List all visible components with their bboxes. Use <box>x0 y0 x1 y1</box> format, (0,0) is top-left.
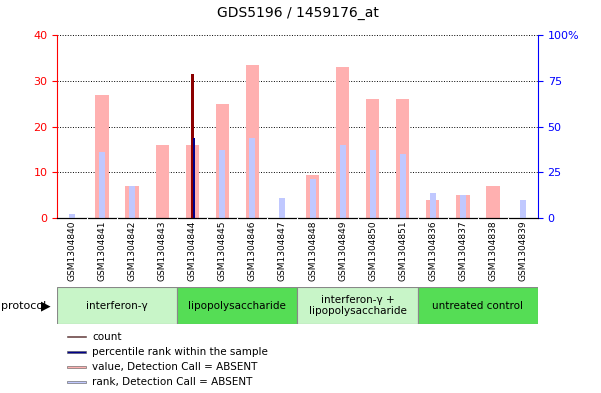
Text: interferon-γ: interferon-γ <box>87 301 148 310</box>
Bar <box>297 287 418 324</box>
Text: GSM1304844: GSM1304844 <box>188 220 197 281</box>
Text: count: count <box>92 332 121 342</box>
Text: value, Detection Call = ABSENT: value, Detection Call = ABSENT <box>92 362 257 372</box>
Text: GSM1304843: GSM1304843 <box>158 220 166 281</box>
Text: interferon-γ +
lipopolysaccharide: interferon-γ + lipopolysaccharide <box>309 295 406 316</box>
Bar <box>279 198 285 218</box>
Text: rank, Detection Call = ABSENT: rank, Detection Call = ABSENT <box>92 377 252 387</box>
Bar <box>186 145 199 218</box>
Text: protocol: protocol <box>1 301 46 310</box>
Bar <box>156 145 169 218</box>
Bar <box>246 65 259 218</box>
Text: GSM1304850: GSM1304850 <box>368 220 377 281</box>
Bar <box>456 195 469 218</box>
Bar <box>67 336 86 338</box>
Bar <box>306 175 319 218</box>
Bar <box>366 99 379 218</box>
Bar <box>396 99 409 218</box>
Bar <box>249 138 255 218</box>
Bar <box>460 195 466 218</box>
Bar <box>96 95 109 218</box>
Bar <box>67 381 86 383</box>
Text: GSM1304836: GSM1304836 <box>429 220 437 281</box>
Text: percentile rank within the sample: percentile rank within the sample <box>92 347 268 357</box>
Bar <box>336 67 349 218</box>
Text: lipopolysaccharide: lipopolysaccharide <box>189 301 286 310</box>
Bar <box>219 150 225 218</box>
Bar <box>520 200 526 218</box>
Bar <box>400 154 406 218</box>
Bar <box>191 74 194 218</box>
Text: GSM1304847: GSM1304847 <box>278 220 287 281</box>
Bar <box>67 366 86 368</box>
Bar <box>69 213 75 218</box>
Text: GSM1304837: GSM1304837 <box>459 220 467 281</box>
Bar <box>340 145 346 218</box>
Text: GSM1304839: GSM1304839 <box>519 220 527 281</box>
Text: GSM1304848: GSM1304848 <box>308 220 317 281</box>
Text: GSM1304845: GSM1304845 <box>218 220 227 281</box>
Text: ▶: ▶ <box>41 299 50 312</box>
Text: GDS5196 / 1459176_at: GDS5196 / 1459176_at <box>216 6 379 20</box>
Text: GSM1304849: GSM1304849 <box>338 220 347 281</box>
Text: untreated control: untreated control <box>432 301 523 310</box>
Bar <box>486 186 499 218</box>
Bar <box>310 179 316 218</box>
Text: GSM1304838: GSM1304838 <box>489 220 497 281</box>
Bar <box>418 287 538 324</box>
Bar <box>67 351 86 353</box>
Bar <box>370 150 376 218</box>
Bar <box>426 200 439 218</box>
Bar <box>99 152 105 218</box>
Text: GSM1304840: GSM1304840 <box>68 220 76 281</box>
Bar <box>57 287 177 324</box>
Text: GSM1304846: GSM1304846 <box>248 220 257 281</box>
Text: GSM1304841: GSM1304841 <box>98 220 106 281</box>
Bar <box>216 104 229 218</box>
Text: GSM1304842: GSM1304842 <box>128 220 136 281</box>
Bar <box>177 287 297 324</box>
Bar <box>430 193 436 218</box>
Bar <box>126 186 139 218</box>
Bar <box>129 186 135 218</box>
Bar <box>193 138 195 218</box>
Text: GSM1304851: GSM1304851 <box>398 220 407 281</box>
